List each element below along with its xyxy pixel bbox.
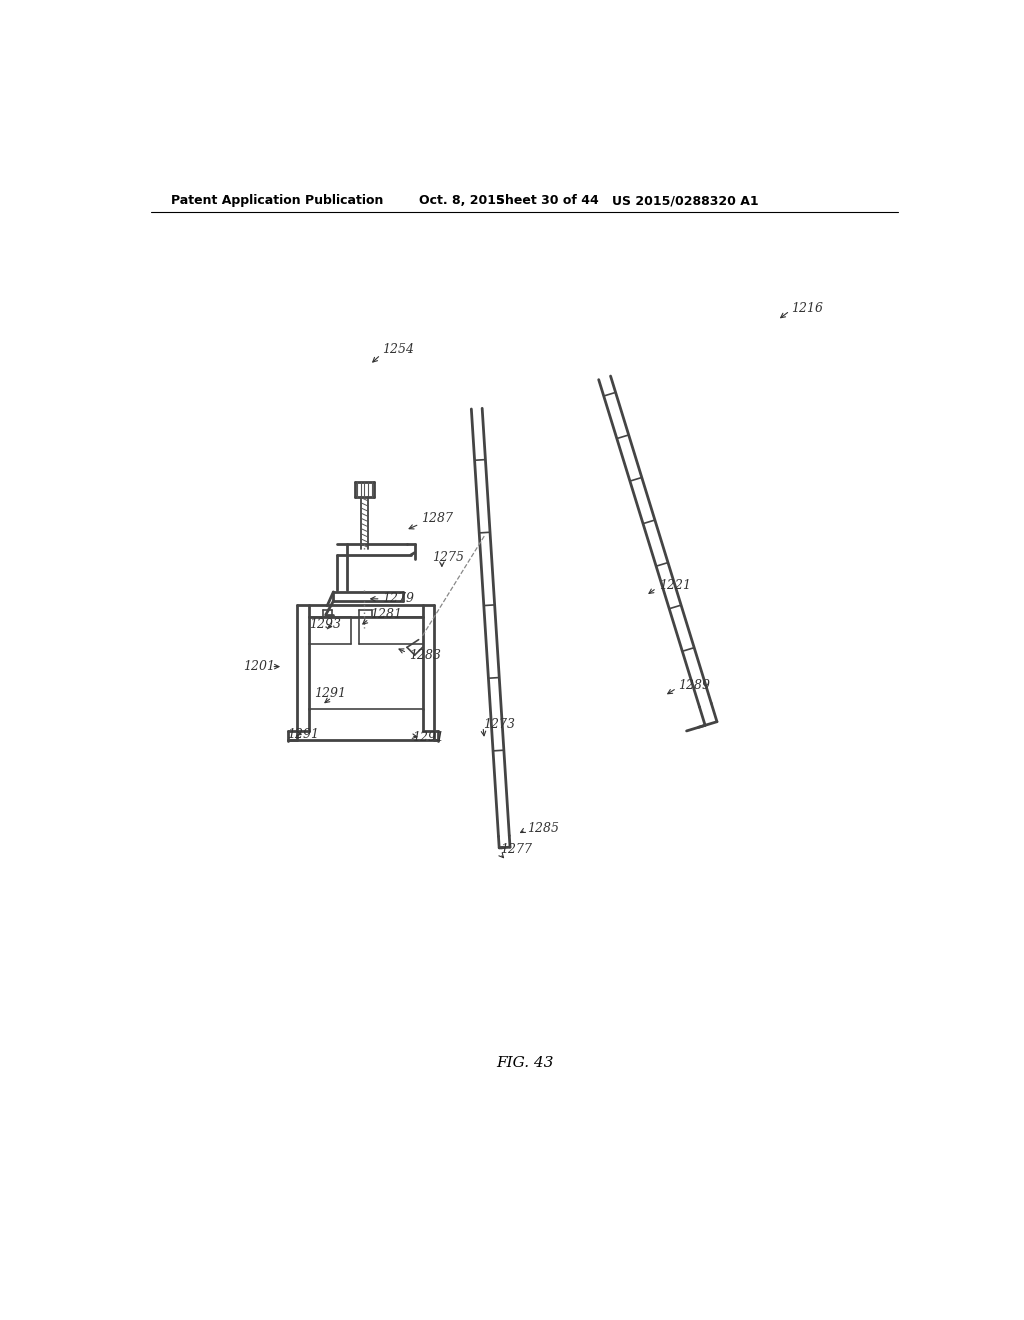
Text: Patent Application Publication: Patent Application Publication	[171, 194, 383, 207]
Text: 1279: 1279	[382, 593, 414, 606]
Text: US 2015/0288320 A1: US 2015/0288320 A1	[612, 194, 759, 207]
Text: 1216: 1216	[791, 302, 822, 315]
Text: 1291: 1291	[413, 731, 444, 744]
Text: 1283: 1283	[410, 648, 441, 661]
Text: 1291: 1291	[314, 686, 346, 700]
Text: 1291: 1291	[287, 727, 318, 741]
Text: 1275: 1275	[432, 550, 465, 564]
Text: 1293: 1293	[309, 618, 341, 631]
Text: 1285: 1285	[527, 822, 559, 834]
Text: FIG. 43: FIG. 43	[496, 1056, 554, 1071]
Text: 1277: 1277	[500, 843, 532, 857]
Text: 1287: 1287	[421, 512, 453, 525]
Text: 1254: 1254	[382, 343, 414, 356]
Text: Oct. 8, 2015: Oct. 8, 2015	[419, 194, 505, 207]
Text: 1281: 1281	[371, 607, 402, 620]
Text: 1273: 1273	[483, 718, 515, 731]
Text: 1221: 1221	[658, 579, 691, 593]
Text: 1201: 1201	[243, 660, 274, 673]
Text: 1289: 1289	[678, 680, 711, 693]
Text: Sheet 30 of 44: Sheet 30 of 44	[496, 194, 599, 207]
